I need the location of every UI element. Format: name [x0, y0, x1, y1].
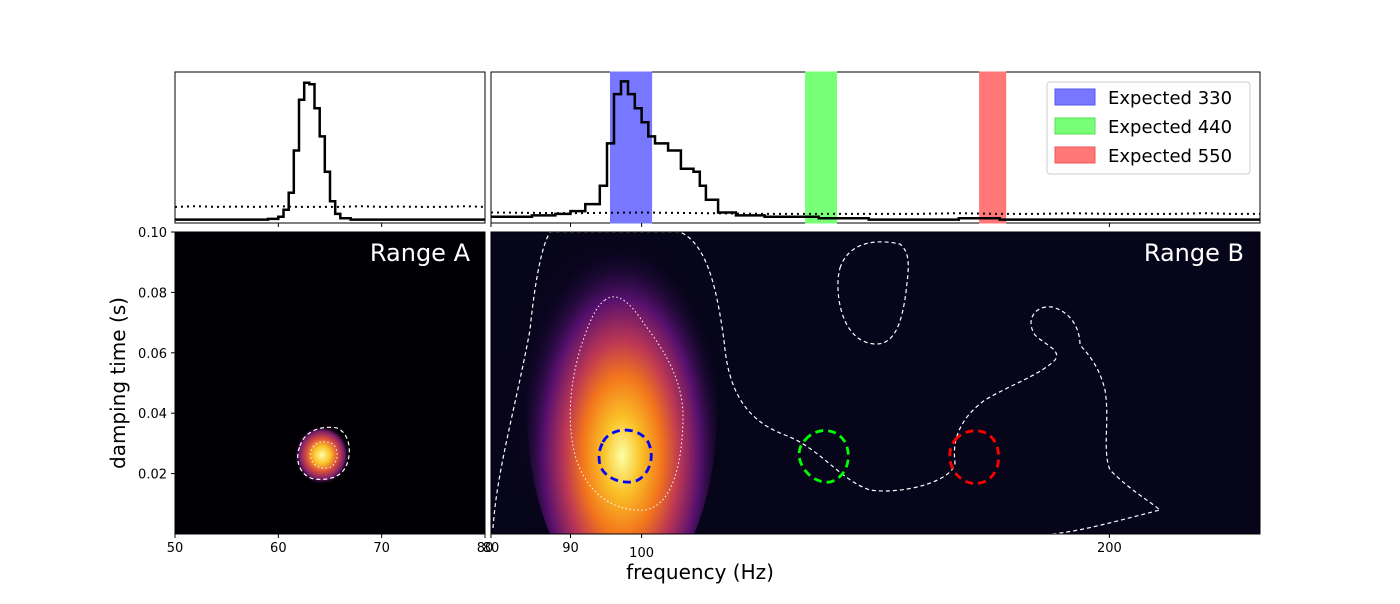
marginal-a-ticks	[277, 223, 383, 227]
range-b-inner-contour	[569, 296, 684, 511]
marginal-b-posterior-line	[491, 80, 1260, 221]
x-tick-label: 200	[1097, 541, 1122, 556]
expected-550-band	[979, 71, 1007, 224]
expected-330-region	[597, 428, 653, 484]
expected-550-region	[948, 429, 1001, 485]
legend: Expected 330 Expected 440 Expected 550	[1046, 81, 1251, 175]
legend-label-330: Expected 330	[1108, 88, 1232, 109]
legend-label-440: Expected 440	[1108, 117, 1232, 138]
legend-swatch-550	[1054, 146, 1096, 164]
x-tick-label: 60	[270, 541, 287, 556]
y-tick-label: 0.06	[138, 347, 167, 362]
range-a-outer-contour	[297, 426, 350, 481]
marginal-a-posterior-line	[175, 81, 485, 221]
x-tick-label: 100	[629, 546, 654, 561]
range-a-label: Range A	[370, 239, 471, 267]
x-tick-label: 80	[483, 541, 500, 556]
x-axis-range-a: 50 60 70 80	[167, 534, 494, 556]
range-a-inner-contour	[310, 441, 338, 469]
x-tick-label: 80	[477, 541, 494, 556]
y-tick-label: 0.04	[138, 407, 167, 422]
marginal-b-prior-line	[490, 211, 1260, 215]
range-b-peak	[527, 232, 717, 534]
x-axis-range-b: 80 90 100 200	[483, 534, 1122, 561]
expected-440-band	[805, 71, 838, 224]
x-tick-label: 90	[562, 541, 579, 556]
expected-330-band	[610, 71, 653, 224]
range-b-label: Range B	[1144, 239, 1244, 267]
y-axis-label: damping time (s)	[106, 297, 130, 469]
marginal-b: Expected 330 Expected 440 Expected 550	[490, 71, 1261, 224]
heatmap-range-b: Range B	[490, 231, 1261, 535]
heatmap-range-a: Range A	[174, 231, 486, 535]
expected-440-region	[797, 429, 850, 484]
legend-swatch-330	[1054, 88, 1096, 106]
marginal-a	[174, 71, 486, 224]
range-b-outer-contour	[492, 232, 1162, 534]
y-tick-label: 0.02	[138, 468, 167, 483]
x-tick-label: 50	[167, 541, 184, 556]
legend-swatch-440	[1054, 117, 1096, 135]
marginal-b-ticks	[490, 223, 1110, 227]
x-axis-label: frequency (Hz)	[626, 560, 774, 584]
marginal-a-prior-line	[174, 205, 486, 208]
legend-label-550: Expected 550	[1108, 146, 1232, 167]
y-tick-label: 0.08	[138, 286, 167, 301]
y-tick-label: 0.10	[138, 226, 167, 241]
range-a-peak	[294, 425, 350, 485]
y-axis: 0.02 0.04 0.06 0.08 0.10	[138, 226, 175, 483]
x-tick-label: 70	[373, 541, 390, 556]
